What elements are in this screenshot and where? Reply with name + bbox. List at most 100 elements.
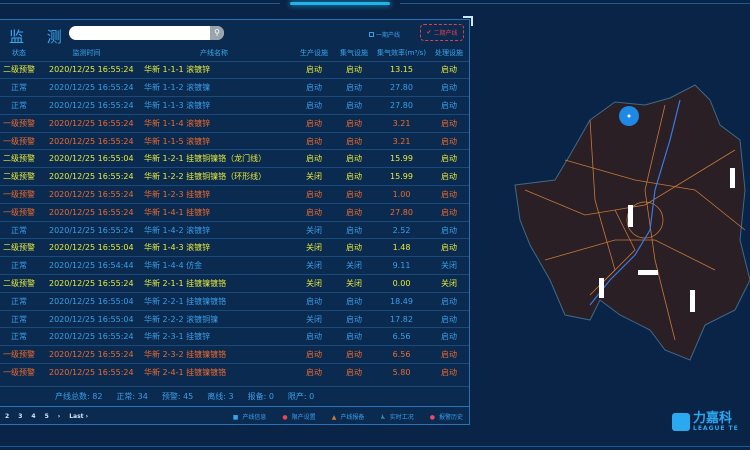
cell-efficiency: 13.15 (374, 60, 429, 79)
table-row[interactable]: 正常 2020/12/25 16:54:44 华新 1-4-4 仿金 关闭 关闭 9.11… (0, 256, 469, 275)
cell-status: 一级预警 (0, 202, 39, 222)
cell-gas-collection: 启动 (334, 78, 374, 97)
legend-item[interactable]: ■ 产线信息 (233, 412, 267, 421)
legend-item[interactable]: ▲ 产线报备 (332, 412, 365, 421)
table-row[interactable]: 一级预警 2020/12/25 16:55:24 华新 2-4-1 挂镀镍镀铬 启动启… (0, 363, 469, 382)
cell-time: 2020/12/25 16:55:24 (39, 131, 134, 150)
info-square-icon: ■ (232, 414, 239, 421)
cell-name: 华新 1-4-2 滚镀锌 (134, 220, 294, 239)
table-row[interactable]: 一级预警 2020/12/25 16:55:24 华新 1-1-4 滚镀锌 启动 启动 3… (0, 113, 469, 133)
summary-item: 正常: 34 (116, 392, 148, 401)
cell-gas-collection: 启动 (334, 291, 374, 311)
table-row[interactable]: 正常 2020/12/25 16:55:04 华新 2-2-2 滚镀铜镍 关闭 启动 17… (0, 309, 469, 328)
table-row[interactable]: 正常 2020/12/25 16:55:04 华新 2-2-1 挂镀镍镀铬 启动 启动 1… (0, 291, 469, 311)
table-row[interactable]: 二级预警 2020/12/25 16:55:24 华新 1-1-1 滚镀锌 启动 启动 1… (0, 60, 469, 79)
table-row[interactable]: 二级预警 2020/12/25 16:55:04 华新 1-2-1 挂镀铜镍铬（龙门… (0, 149, 469, 168)
cell-gas-collection: 启动 (334, 60, 374, 79)
legend-item[interactable]: ♿ 实时工况 (380, 412, 413, 421)
cell-time: 2020/12/25 16:55:04 (39, 309, 134, 328)
realtime-person-icon: ♿ (380, 414, 386, 421)
cell-name: 华新 2-3-1 挂镀锌 (134, 327, 294, 346)
phase2-label: 二期产线 (433, 30, 458, 37)
page-link[interactable]: 5 (44, 413, 49, 420)
legend-label: 报警历史 (438, 414, 463, 421)
cell-efficiency: 6.56 (374, 345, 429, 364)
table-row[interactable]: 正常 2020/12/25 16:55:24 华新 1-4-2 滚镀锌 关闭 启动 2.5… (0, 220, 469, 239)
cell-status: 二级预警 (0, 274, 39, 293)
table-row[interactable]: 二级预警 2020/12/25 16:55:24 华新 1-2-2 挂镀铜镍铬（环形… (0, 167, 469, 186)
legend-item[interactable]: ● 限产设置 (282, 412, 315, 421)
search-icon[interactable]: ⚲ (210, 26, 224, 40)
location-dot (627, 114, 631, 118)
cell-name: 华新 1-4-3 滚镀锌 (134, 238, 294, 257)
cell-name: 华新 1-4-4 仿金 (134, 256, 294, 275)
cell-name: 华新 1-1-2 滚镀镍 (134, 78, 294, 97)
cell-production: 关闭 (294, 274, 334, 293)
cell-treatment: 启动 (429, 149, 469, 168)
cell-production: 启动 (294, 202, 334, 222)
cell-production: 启动 (294, 185, 334, 204)
cell-gas-collection: 启动 (334, 113, 374, 133)
cell-time: 2020/12/25 16:55:24 (39, 60, 134, 79)
phase1-label: 一期产线 (376, 32, 401, 39)
cell-production: 关闭 (294, 220, 334, 239)
cell-status: 正常 (0, 220, 39, 239)
region-map[interactable] (495, 80, 750, 380)
panel-corner (463, 16, 473, 26)
table-row[interactable]: 一级预警 2020/12/25 16:55:24 华新 1-4-1 挂镀锌 启动 启动 2… (0, 202, 469, 222)
table-row[interactable]: 正常 2020/12/25 16:55:24 华新 2-3-1 挂镀锌 启动 启动 6.5… (0, 327, 469, 346)
cell-status: 一级预警 (0, 363, 39, 382)
cell-time: 2020/12/25 16:55:24 (39, 363, 134, 382)
cell-gas-collection: 启动 (334, 167, 374, 186)
search-input[interactable] (69, 31, 204, 40)
header-name: 产线名称 (200, 49, 228, 58)
cell-efficiency: 5.80 (374, 363, 429, 382)
logo-sub: LEAGUE TE (693, 425, 739, 432)
page-link[interactable]: 4 (31, 413, 36, 420)
cell-efficiency: 6.56 (374, 327, 429, 346)
cell-production: 启动 (294, 96, 334, 115)
table-row[interactable]: 一级预警 2020/12/25 16:55:24 华新 1-1-5 滚镀锌 启动 启动 3… (0, 131, 469, 150)
top-decoration (0, 0, 750, 8)
page-link[interactable]: › (57, 413, 61, 420)
page-link[interactable]: 3 (18, 413, 23, 420)
page-link[interactable]: 2 (5, 413, 10, 420)
table-row[interactable]: 二级预警 2020/12/25 16:55:04 华新 1-4-3 滚镀锌 关闭 启动 1… (0, 238, 469, 257)
summary-item: 离线: 3 (207, 392, 234, 401)
logo-name: 力嘉科 (693, 411, 733, 426)
cell-treatment: 启动 (429, 291, 469, 311)
cell-time: 2020/12/25 16:55:04 (39, 291, 134, 311)
footer-bar: 2 3 4 5 › Last › ■ 产线信息 ● 限产设置 ▲ 产线报备 ♿ 实时工况 ● 报警历史 (0, 406, 469, 426)
river (589, 99, 681, 306)
cell-name: 华新 1-1-1 滚镀锌 (134, 60, 294, 79)
table-row[interactable]: 一级预警 2020/12/25 16:55:24 华新 2-3-2 挂镀镍镀铬 启动启… (0, 345, 469, 364)
table-row[interactable]: 正常 2020/12/25 16:55:24 华新 1-1-2 滚镀镍 启动 启动 27.… (0, 78, 469, 97)
table-row[interactable]: 二级预警 2020/12/25 16:55:24 华新 2-1-1 挂镀镍镀铬 关闭关… (0, 274, 469, 293)
table-row[interactable]: 一级预警 2020/12/25 16:55:24 华新 1-2-3 挂镀锌 启动 启动 1… (0, 185, 469, 204)
cell-name: 华新 1-2-3 挂镀锌 (134, 185, 294, 204)
cell-treatment: 启动 (429, 185, 469, 204)
cell-time: 2020/12/25 16:55:24 (39, 113, 134, 133)
legend-item[interactable]: ● 报警历史 (430, 412, 463, 421)
cell-gas-collection: 启动 (334, 327, 374, 346)
cell-efficiency: 1.48 (374, 238, 429, 257)
cell-treatment: 启动 (429, 60, 469, 79)
cell-production: 启动 (294, 78, 334, 97)
cell-name: 华新 1-4-1 挂镀锌 (134, 202, 294, 222)
header-status: 状态 (12, 49, 26, 58)
cell-status: 正常 (0, 327, 39, 346)
phase1-checkbox[interactable]: 一期产线 (369, 30, 400, 39)
cell-time: 2020/12/25 16:55:24 (39, 185, 134, 204)
cell-treatment: 启动 (429, 363, 469, 382)
warning-triangle-icon: ▲ (331, 414, 337, 421)
cell-production: 关闭 (294, 256, 334, 275)
page-link[interactable]: Last › (69, 413, 89, 420)
phase2-button[interactable]: ✔ 二期产线 (420, 24, 464, 41)
cell-time: 2020/12/25 16:55:24 (39, 327, 134, 346)
cell-status: 二级预警 (0, 238, 39, 257)
checkbox-icon (369, 32, 374, 37)
limit-circle-icon: ● (282, 414, 288, 421)
cell-efficiency: 1.00 (374, 185, 429, 204)
table-row[interactable]: 正常 2020/12/25 16:55:24 华新 1-1-3 滚镀锌 启动 启动 27.… (0, 96, 469, 115)
cell-efficiency: 15.99 (374, 149, 429, 168)
